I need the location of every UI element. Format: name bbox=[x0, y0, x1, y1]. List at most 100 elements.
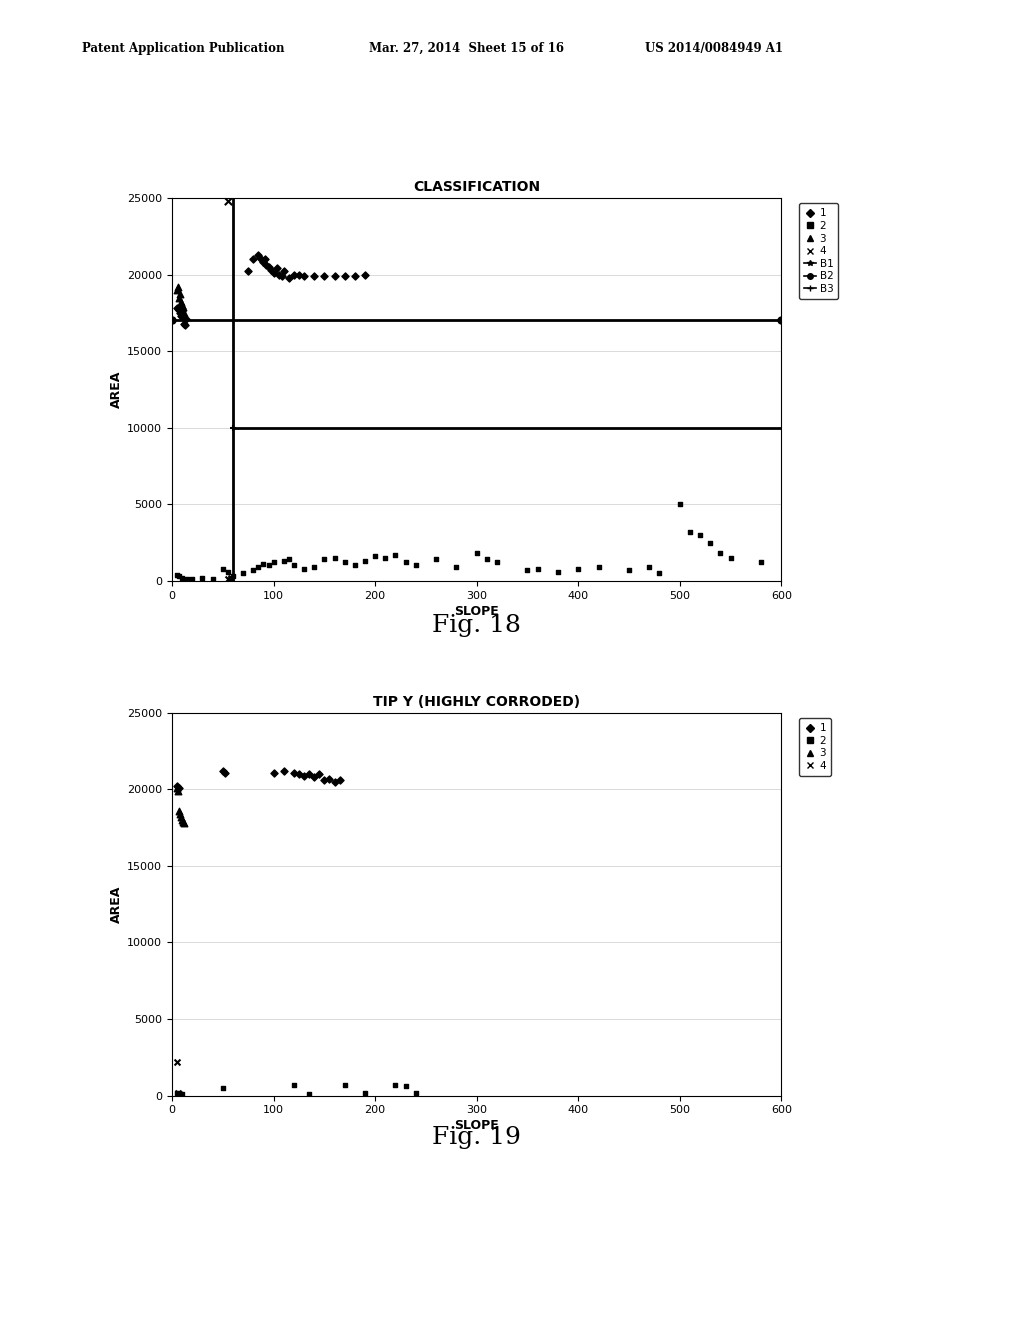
Point bbox=[170, 1082, 186, 1104]
Text: Fig. 18: Fig. 18 bbox=[432, 614, 520, 636]
Y-axis label: AREA: AREA bbox=[110, 886, 123, 923]
Point bbox=[291, 264, 307, 285]
Point bbox=[173, 807, 189, 828]
Point bbox=[257, 248, 273, 269]
Point bbox=[316, 770, 333, 791]
Point bbox=[171, 1084, 187, 1105]
Point bbox=[171, 286, 187, 308]
Point bbox=[356, 1082, 373, 1104]
Point bbox=[234, 562, 251, 583]
Point bbox=[286, 1074, 302, 1096]
Text: Mar. 27, 2014  Sheet 15 of 16: Mar. 27, 2014 Sheet 15 of 16 bbox=[369, 42, 563, 55]
Point bbox=[169, 777, 185, 799]
Point bbox=[179, 569, 196, 590]
Point bbox=[268, 257, 285, 279]
Point bbox=[255, 252, 271, 273]
Point bbox=[172, 284, 188, 305]
Point bbox=[296, 265, 312, 286]
Point bbox=[332, 770, 348, 791]
Point bbox=[169, 280, 185, 301]
Point bbox=[346, 265, 364, 286]
Point bbox=[265, 552, 282, 573]
Point bbox=[408, 554, 424, 576]
Point bbox=[306, 767, 323, 788]
Point bbox=[173, 292, 189, 313]
Point bbox=[281, 549, 297, 570]
Point bbox=[220, 569, 237, 590]
Point bbox=[174, 294, 190, 315]
Point bbox=[377, 548, 393, 569]
Point bbox=[286, 762, 302, 783]
Point bbox=[397, 1076, 414, 1097]
Point bbox=[176, 302, 193, 323]
Point bbox=[184, 569, 201, 590]
Point bbox=[327, 548, 343, 569]
Point bbox=[260, 554, 276, 576]
Point bbox=[169, 1082, 185, 1104]
Point bbox=[301, 1084, 317, 1105]
Point bbox=[672, 494, 688, 515]
Point bbox=[590, 557, 606, 578]
Point bbox=[296, 558, 312, 579]
Point bbox=[387, 544, 403, 565]
Point bbox=[177, 314, 194, 335]
Point bbox=[176, 813, 193, 834]
Point bbox=[217, 762, 233, 783]
Point bbox=[225, 566, 242, 587]
Point bbox=[322, 768, 338, 789]
Point bbox=[195, 568, 211, 589]
Point bbox=[337, 552, 353, 573]
Point bbox=[172, 302, 188, 323]
Point bbox=[250, 244, 266, 265]
Point bbox=[174, 301, 190, 322]
Point bbox=[174, 1084, 190, 1105]
Point bbox=[252, 247, 268, 268]
Point bbox=[240, 261, 256, 282]
Text: Fig. 19: Fig. 19 bbox=[432, 1126, 520, 1148]
Point bbox=[169, 1051, 185, 1072]
Title: CLASSIFICATION: CLASSIFICATION bbox=[413, 180, 541, 194]
Point bbox=[570, 558, 587, 579]
Point bbox=[170, 276, 186, 297]
Point bbox=[408, 1082, 424, 1104]
Point bbox=[316, 549, 333, 570]
Point bbox=[245, 560, 261, 581]
Point bbox=[327, 265, 343, 286]
Point bbox=[175, 306, 191, 327]
Point bbox=[621, 560, 637, 581]
Point bbox=[222, 569, 239, 590]
Point bbox=[176, 313, 193, 334]
Point bbox=[275, 261, 292, 282]
Point bbox=[296, 766, 312, 787]
Point bbox=[178, 309, 195, 330]
Point bbox=[258, 255, 274, 276]
Point bbox=[301, 763, 317, 784]
Text: US 2014/0084949 A1: US 2014/0084949 A1 bbox=[645, 42, 783, 55]
Point bbox=[449, 557, 465, 578]
Point bbox=[478, 549, 495, 570]
Point bbox=[529, 558, 546, 579]
Point bbox=[337, 265, 353, 286]
Point bbox=[275, 550, 292, 572]
Point bbox=[311, 763, 328, 784]
Point bbox=[174, 568, 190, 589]
Point bbox=[286, 264, 302, 285]
Point bbox=[262, 260, 279, 281]
Point bbox=[164, 310, 180, 331]
Point bbox=[273, 265, 290, 286]
Point bbox=[753, 552, 769, 573]
Point bbox=[265, 762, 282, 783]
Point bbox=[428, 549, 444, 570]
Point bbox=[692, 524, 709, 545]
Point bbox=[170, 780, 186, 801]
Point bbox=[169, 298, 185, 319]
X-axis label: SLOPE: SLOPE bbox=[455, 605, 499, 618]
Point bbox=[488, 552, 505, 573]
Point bbox=[174, 809, 190, 830]
Point bbox=[327, 771, 343, 792]
Legend: 1, 2, 3, 4, B1, B2, B3: 1, 2, 3, 4, B1, B2, B3 bbox=[799, 203, 839, 300]
Point bbox=[205, 568, 221, 589]
Point bbox=[356, 550, 373, 572]
Point bbox=[286, 554, 302, 576]
Point bbox=[337, 1074, 353, 1096]
